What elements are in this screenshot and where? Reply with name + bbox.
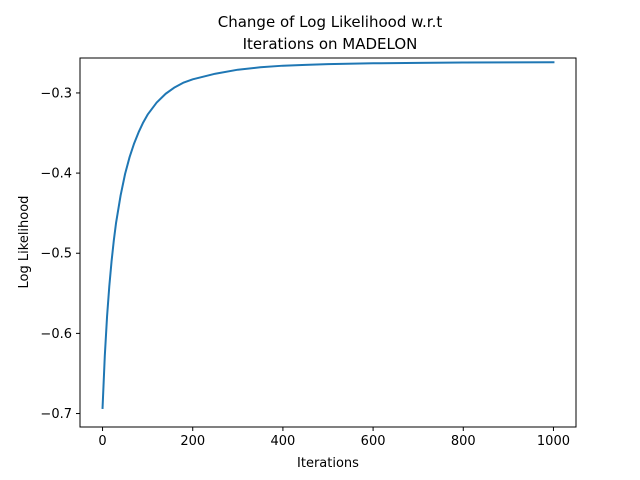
x-tick-label: 400 <box>270 434 295 449</box>
y-tick-label: −0.7 <box>40 407 72 422</box>
x-tick-label: 0 <box>98 434 106 449</box>
plot-area: 0 200 400 600 800 1000 −0.7 −0.6 −0.5 −0.4 −0.3 <box>40 57 577 449</box>
chart-title-line-1: Change of Log Likelihood w.r.t <box>218 13 443 31</box>
y-tick-label: −0.5 <box>40 247 72 262</box>
y-axis-label: Log Likelihood <box>17 196 32 289</box>
chart-title-line-2: Iterations on MADELON <box>243 35 418 53</box>
x-axis-label: Iterations <box>297 456 359 471</box>
x-tick-label: 1000 <box>537 434 570 449</box>
axes-frame <box>79 57 577 428</box>
y-tick-label: −0.6 <box>40 327 72 342</box>
y-tick-label: −0.3 <box>40 86 72 101</box>
x-tick-label: 800 <box>451 434 476 449</box>
y-tick-label: −0.4 <box>40 167 72 182</box>
x-tick-label: 600 <box>361 434 386 449</box>
x-tick-label: 200 <box>180 434 205 449</box>
series-line-0 <box>101 61 555 409</box>
